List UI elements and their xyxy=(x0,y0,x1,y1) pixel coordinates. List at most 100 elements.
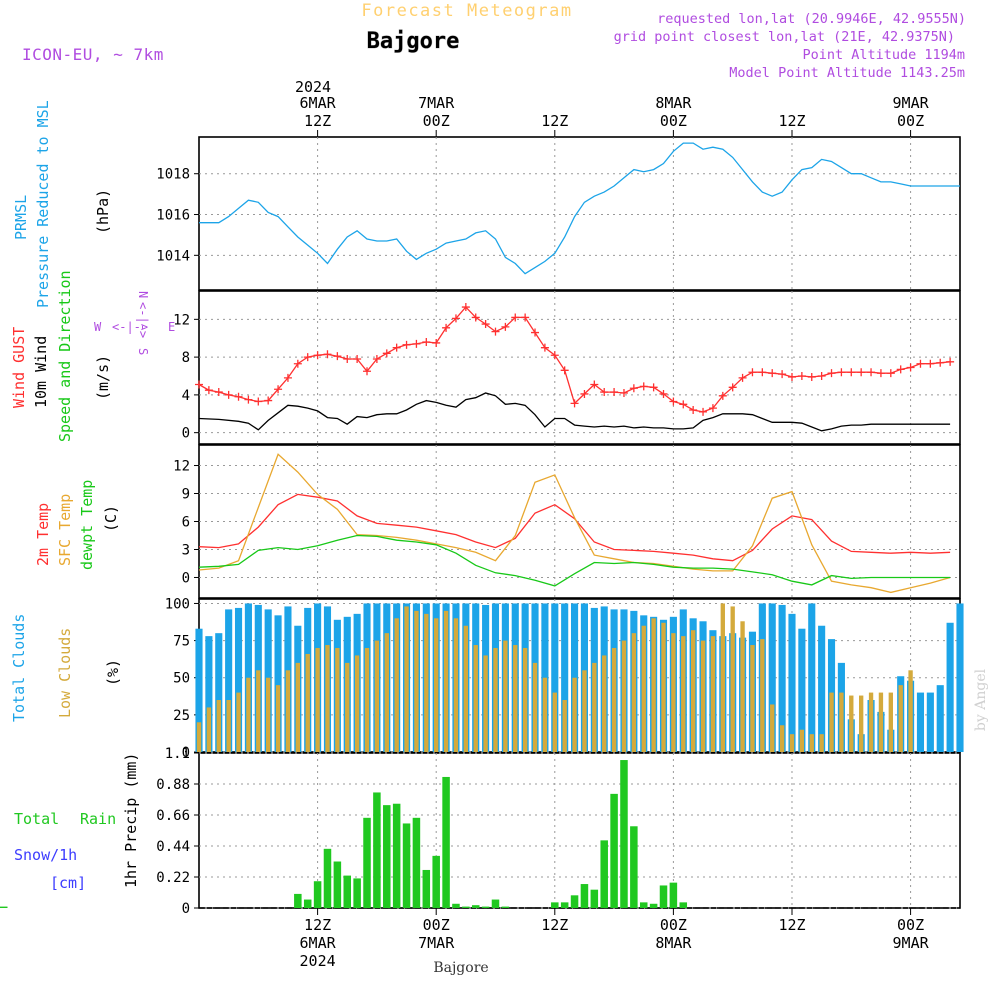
wind-gust-marker xyxy=(867,368,876,377)
wind-gust-marker xyxy=(422,338,431,346)
bottom-time-label: 7MAR xyxy=(418,934,455,952)
wind-gust-marker xyxy=(264,396,273,405)
precip-ytick-label: 0 xyxy=(182,901,190,917)
footer-location: Bajgore xyxy=(433,960,488,976)
bottom-time-label: 12Z xyxy=(541,916,568,934)
wind-gust-marker xyxy=(876,369,885,378)
wind-gust-marker xyxy=(412,339,421,348)
clouds-ytick-label: 25 xyxy=(173,708,190,724)
location-title: Bajgore xyxy=(367,29,460,54)
ms-label: (m/s) xyxy=(94,355,112,400)
low-cloud-bar xyxy=(246,677,251,752)
low-cloud-bar xyxy=(839,692,844,752)
low-cloud-bar xyxy=(354,655,360,752)
wind-frame xyxy=(198,290,961,445)
model-name: ICON-EU, ~ 7km xyxy=(22,45,164,64)
wind-gust-marker xyxy=(234,392,243,401)
low-cloud-bar xyxy=(730,606,735,752)
wind-gust-marker xyxy=(689,406,698,414)
wind-gust-marker xyxy=(402,340,411,349)
pressure-line xyxy=(199,142,960,275)
low-cloud-bar xyxy=(760,639,765,752)
top-time-label: 9MAR xyxy=(893,94,930,112)
wind-gust-marker xyxy=(511,313,520,322)
wind-mean-line xyxy=(198,392,951,432)
wind-gust-marker xyxy=(600,388,609,397)
precip-ytick-label: 1.1 xyxy=(165,746,190,762)
low-cloud-bar xyxy=(582,670,587,752)
low-cloud-bar xyxy=(503,640,508,752)
wind-gust-marker xyxy=(323,350,332,359)
pressure-labels: PRMSL Pressure Reduced to MSL (hPa) xyxy=(12,100,112,308)
wind-gust-marker xyxy=(501,322,510,331)
temp-ytick-label: 3 xyxy=(182,542,190,558)
sfc-temp-label: SFC Temp xyxy=(56,494,74,566)
requested-coords: requested lon,lat (20.9946E, 42.9555N) xyxy=(657,11,966,27)
wind-ytick-label: 8 xyxy=(182,350,190,366)
rain-bar xyxy=(620,760,628,908)
total-cloud-bar xyxy=(956,603,964,752)
wind-gust-marker xyxy=(847,368,856,377)
rain-bar xyxy=(432,855,440,908)
low-cloud-bar xyxy=(779,725,785,752)
point-altitude: Point Altitude 1194m xyxy=(802,47,965,63)
low-cloud-bar xyxy=(493,648,498,752)
total-cloud-bar xyxy=(551,603,559,752)
total-cloud-bar xyxy=(274,615,282,752)
bottom-time-label: 12Z xyxy=(778,916,805,934)
low-cloud-bar xyxy=(661,622,666,752)
bottom-time-label: 00Z xyxy=(897,916,924,934)
bottom-time-label: 00Z xyxy=(423,916,450,934)
bottom-time-label: 8MAR xyxy=(655,934,692,952)
low-cloud-bar xyxy=(364,648,370,752)
wind-ytick-label: 4 xyxy=(182,388,190,404)
wind-gust-marker xyxy=(807,372,816,381)
temp2m-label: 2m Temp xyxy=(34,503,52,566)
low-cloud-bar xyxy=(562,700,567,752)
rain-bar xyxy=(600,840,608,908)
wind-gust-marker xyxy=(471,313,480,322)
total-cloud-bar xyxy=(946,622,954,752)
top-time-label: 12Z xyxy=(304,112,331,130)
wind-gust-marker xyxy=(363,367,372,376)
rain-bar xyxy=(363,817,371,908)
wind-gust-marker xyxy=(570,399,579,408)
total-clouds-label: Total Clouds xyxy=(10,614,28,722)
wind-gust-marker xyxy=(461,303,470,312)
dewpt-label: dewpt Temp xyxy=(78,480,96,570)
rain-bar xyxy=(560,902,569,908)
rain-bar xyxy=(481,906,490,908)
wind-gust-marker xyxy=(738,373,747,382)
low-clouds-label: Low Clouds xyxy=(56,628,74,718)
wind-gust-marker xyxy=(758,368,767,377)
low-cloud-bar xyxy=(453,618,459,752)
low-cloud-bar xyxy=(443,610,449,752)
clouds-frame xyxy=(198,598,961,753)
hpa-label: (hPa) xyxy=(94,189,112,234)
wind-gust-marker xyxy=(896,365,905,374)
low-cloud-bar xyxy=(434,618,439,752)
precip-ytick-label: 0.66 xyxy=(156,808,190,824)
total-cloud-bar xyxy=(936,685,944,752)
compass-arrow-v: <-|-> xyxy=(136,302,150,338)
total-cloud-bar xyxy=(234,607,243,752)
wind-gust-marker xyxy=(254,397,263,406)
wind-gust-marker xyxy=(619,389,628,397)
precip-ytick-label: 0.22 xyxy=(156,870,190,886)
low-cloud-bar xyxy=(631,633,637,752)
low-cloud-bar xyxy=(809,734,814,752)
low-cloud-bar xyxy=(513,645,518,752)
celsius-label: (C) xyxy=(102,505,120,532)
clouds-ytick-label: 0 xyxy=(182,745,190,761)
wind-gust-marker xyxy=(293,359,302,368)
bottom-time-label: 00Z xyxy=(660,916,687,934)
temp-labels: 2m Temp SFC Temp dewpt Temp (C) xyxy=(34,480,120,570)
cm-label: [cm] xyxy=(50,874,86,892)
wind-gust-marker xyxy=(550,351,559,360)
total-cloud-bar xyxy=(195,628,203,752)
wind-gust-marker xyxy=(797,372,806,380)
rain-bar xyxy=(383,805,391,908)
low-cloud-bar xyxy=(226,700,231,752)
sfc-temp-line xyxy=(198,453,951,594)
clouds-ytick-label: 75 xyxy=(173,634,190,650)
